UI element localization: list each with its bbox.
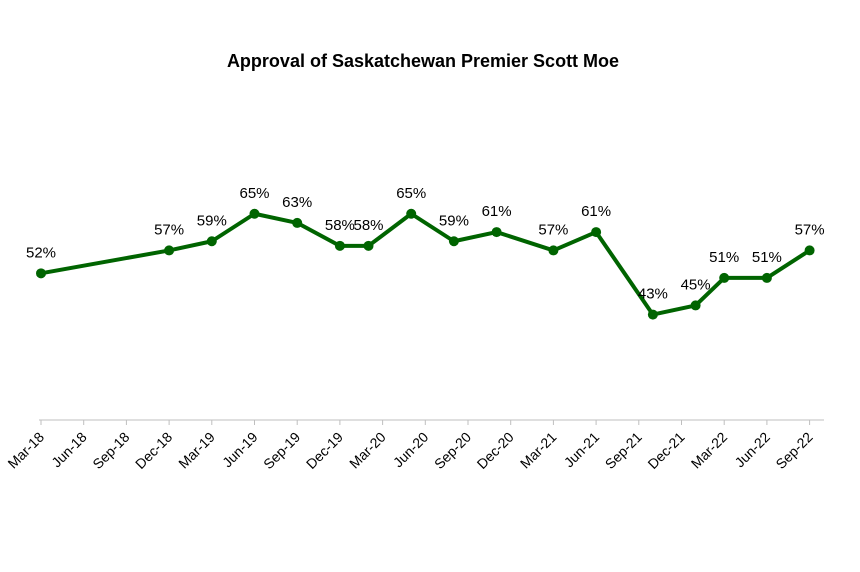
data-label: 57% — [538, 221, 568, 238]
x-axis: Mar-18 Jun-18 Sep-18 Dec-18 Mar-19 Jun-19 Sep-… — [4, 419, 824, 472]
x-tick-label: Dec-20 — [474, 429, 517, 472]
data-label: 65% — [239, 185, 269, 202]
x-tick-label: Sep-18 — [89, 429, 132, 472]
data-label: 57% — [154, 221, 184, 238]
data-label: 51% — [752, 249, 782, 266]
data-point — [363, 240, 374, 251]
data-point — [249, 208, 260, 219]
data-point — [647, 309, 658, 320]
data-point — [690, 300, 701, 311]
data-labels: 52% 57% 59% 65% 63% 58%58% 65% 59% 61% 57% 61% 43% 4… — [26, 185, 825, 303]
data-point — [406, 208, 417, 219]
data-point — [334, 240, 345, 251]
data-point — [292, 217, 303, 228]
x-tick-label: Mar-18 — [4, 429, 47, 472]
x-tick-label: Jun-22 — [731, 429, 773, 471]
x-tick-label: Jun-21 — [561, 429, 603, 471]
x-tick-label: Mar-21 — [517, 429, 560, 472]
x-tick-label: Sep-21 — [602, 429, 645, 472]
data-point — [164, 245, 175, 256]
data-point — [719, 272, 730, 283]
x-tick-label: Sep-20 — [431, 429, 474, 472]
data-point — [761, 272, 772, 283]
x-tick-label: Mar-19 — [175, 429, 218, 472]
data-label: 61% — [482, 203, 512, 220]
x-tick-label: Mar-22 — [688, 429, 731, 472]
data-label: 61% — [581, 203, 611, 220]
x-tick-label: Sep-22 — [772, 429, 815, 472]
data-point — [448, 236, 459, 247]
data-label: 43% — [638, 286, 668, 303]
x-tick-label: Jun-18 — [48, 429, 90, 471]
data-label: 51% — [709, 249, 739, 266]
x-tick-label: Dec-19 — [303, 429, 346, 472]
data-label: 59% — [197, 212, 227, 229]
data-label: 59% — [439, 212, 469, 229]
data-label: 52% — [26, 244, 56, 261]
x-tick-label: Jun-20 — [390, 429, 432, 471]
data-point — [36, 268, 46, 279]
chart-title: Approval of Saskatchewan Premier Scott M… — [227, 51, 619, 71]
x-tick-label: Jun-19 — [219, 429, 261, 471]
x-tick-label: Dec-18 — [132, 429, 175, 472]
data-points — [36, 208, 815, 320]
x-tick-label: Dec-21 — [644, 429, 687, 472]
data-label: 45% — [681, 276, 711, 293]
data-label: 65% — [396, 185, 426, 202]
data-point — [591, 227, 602, 238]
data-point — [548, 245, 559, 256]
data-label: 57% — [795, 221, 825, 238]
data-point — [206, 236, 217, 247]
data-label: 58% — [325, 217, 355, 234]
x-tick-label: Sep-19 — [260, 429, 303, 472]
data-label: 58% — [353, 217, 383, 234]
data-label: 63% — [282, 194, 312, 211]
data-point — [804, 245, 815, 256]
x-tick-label: Mar-20 — [346, 429, 389, 472]
data-point — [491, 227, 502, 238]
